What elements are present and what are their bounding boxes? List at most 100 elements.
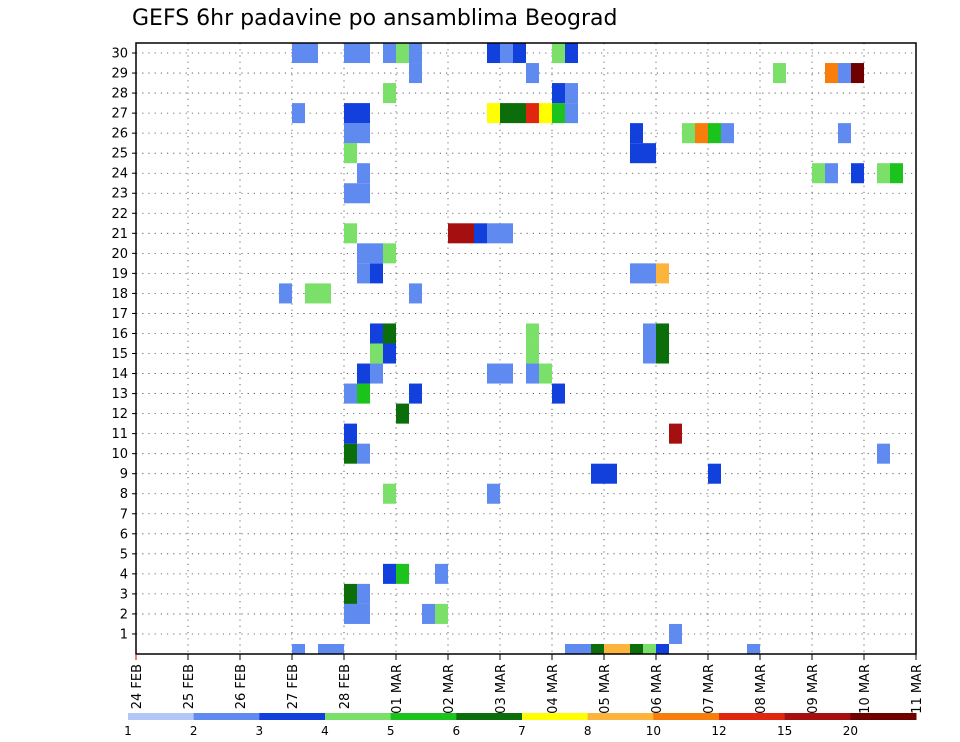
heatmap-cell: [370, 343, 383, 364]
y-axis-ticks: 1234567891011121314151617181920212223242…: [111, 47, 136, 642]
x-tick-label: 26 FEB: [234, 664, 249, 709]
x-tick-label: 01 MAR: [390, 664, 405, 714]
y-tick-label: 6: [120, 527, 128, 542]
heatmap-cell: [357, 163, 370, 184]
heatmap-cell: [487, 363, 500, 384]
heatmap-cell: [825, 63, 838, 84]
heatmap-cell: [604, 643, 617, 654]
heatmap-cell: [591, 463, 604, 484]
colorbar-swatch: [456, 713, 523, 720]
heatmap-cell: [500, 103, 513, 124]
heatmap-cell: [617, 643, 630, 654]
heatmap-cell: [669, 423, 682, 444]
heatmap-cell: [487, 103, 500, 124]
heatmap-cell: [344, 43, 357, 64]
y-tick-label: 12: [111, 407, 128, 422]
heatmap-cell: [513, 43, 526, 64]
heatmap-cell: [357, 603, 370, 624]
heatmap-cell: [591, 643, 604, 654]
colorbar-label: 7: [518, 724, 526, 738]
colorbar: 1 2 3 4 5 6 7 8 10 12 15 20: [124, 713, 917, 738]
heatmap-cell: [344, 443, 357, 464]
heatmap-cell: [357, 583, 370, 604]
colorbar-label: 12: [711, 724, 726, 738]
colorbar-swatch: [325, 713, 392, 720]
colorbar-label: 6: [453, 724, 461, 738]
heatmap-cell: [526, 323, 539, 344]
heatmap-cell: [552, 83, 565, 104]
heatmap-cell: [500, 223, 513, 244]
heatmap-cell: [838, 123, 851, 144]
heatmap-cell: [344, 143, 357, 164]
heatmap-cell: [604, 463, 617, 484]
y-tick-label: 17: [111, 307, 128, 322]
heatmap-cell: [877, 443, 890, 464]
heatmap-cell: [656, 643, 669, 654]
heatmap-cell: [708, 123, 721, 144]
y-tick-label: 28: [111, 87, 128, 102]
x-axis-ticks: 24 FEB 25 FEB 26 FEB 27 FEB 28 FEB 01 MAR 02 M…: [130, 654, 925, 714]
heatmap-cell: [630, 643, 643, 654]
heatmap-cell: [344, 603, 357, 624]
heatmap-cell: [695, 123, 708, 144]
heatmap-cell: [526, 103, 539, 124]
y-tick-label: 8: [120, 487, 128, 502]
heatmap-cell: [318, 643, 331, 654]
heatmap-cell: [773, 63, 786, 84]
heatmap-cell: [487, 483, 500, 504]
heatmap-cell: [825, 163, 838, 184]
heatmap-cell: [656, 343, 669, 364]
colorbar-swatch: [850, 713, 917, 720]
heatmap-cell: [721, 123, 734, 144]
heatmap-cell: [552, 43, 565, 64]
x-tick-label: 09 MAR: [806, 664, 821, 714]
y-tick-label: 22: [111, 207, 128, 222]
colorbar-label: 20: [843, 724, 858, 738]
colorbar-swatch: [390, 713, 457, 720]
colorbar-label: 10: [646, 724, 661, 738]
y-tick-label: 1: [120, 627, 128, 642]
heatmap-cell: [435, 603, 448, 624]
colorbar-swatch: [587, 713, 654, 720]
x-tick-label: 27 FEB: [286, 664, 301, 709]
y-tick-label: 11: [111, 427, 128, 442]
heatmap-cell: [357, 243, 370, 264]
heatmap-cell: [409, 63, 422, 84]
heatmap-cell: [344, 183, 357, 204]
heatmap-cell: [682, 123, 695, 144]
heatmap-cell: [656, 323, 669, 344]
y-tick-label: 4: [120, 567, 128, 582]
x-tick-label: 02 MAR: [442, 664, 457, 714]
heatmap-cell: [383, 83, 396, 104]
y-tick-label: 7: [120, 507, 128, 522]
heatmap-cell: [487, 223, 500, 244]
heatmap-cell: [357, 443, 370, 464]
y-tick-label: 29: [111, 67, 128, 82]
heatmap-cell: [370, 243, 383, 264]
heatmap-cell: [643, 643, 656, 654]
colorbar-label: 2: [190, 724, 198, 738]
heatmap-cell: [383, 243, 396, 264]
heatmap-cell: [292, 643, 305, 654]
heatmap-cell: [383, 483, 396, 504]
heatmap-cell: [851, 63, 864, 84]
y-tick-label: 2: [120, 607, 128, 622]
heatmap-cell: [357, 363, 370, 384]
heatmap-cell: [409, 383, 422, 404]
heatmap-cell: [643, 263, 656, 284]
heatmap-cell: [630, 263, 643, 284]
y-tick-label: 23: [111, 187, 128, 202]
heatmap-cell: [669, 623, 682, 644]
y-tick-label: 5: [120, 547, 128, 562]
heatmap-cell: [344, 383, 357, 404]
heatmap-cell: [279, 283, 292, 304]
heatmap-cell: [344, 583, 357, 604]
heatmap-cell: [344, 423, 357, 444]
heatmap-cell: [396, 403, 409, 424]
y-tick-label: 3: [120, 587, 128, 602]
x-tick-label: 07 MAR: [702, 664, 717, 714]
x-tick-label: 24 FEB: [130, 664, 145, 709]
heatmap-cell: [487, 43, 500, 64]
heatmap-cell: [500, 363, 513, 384]
